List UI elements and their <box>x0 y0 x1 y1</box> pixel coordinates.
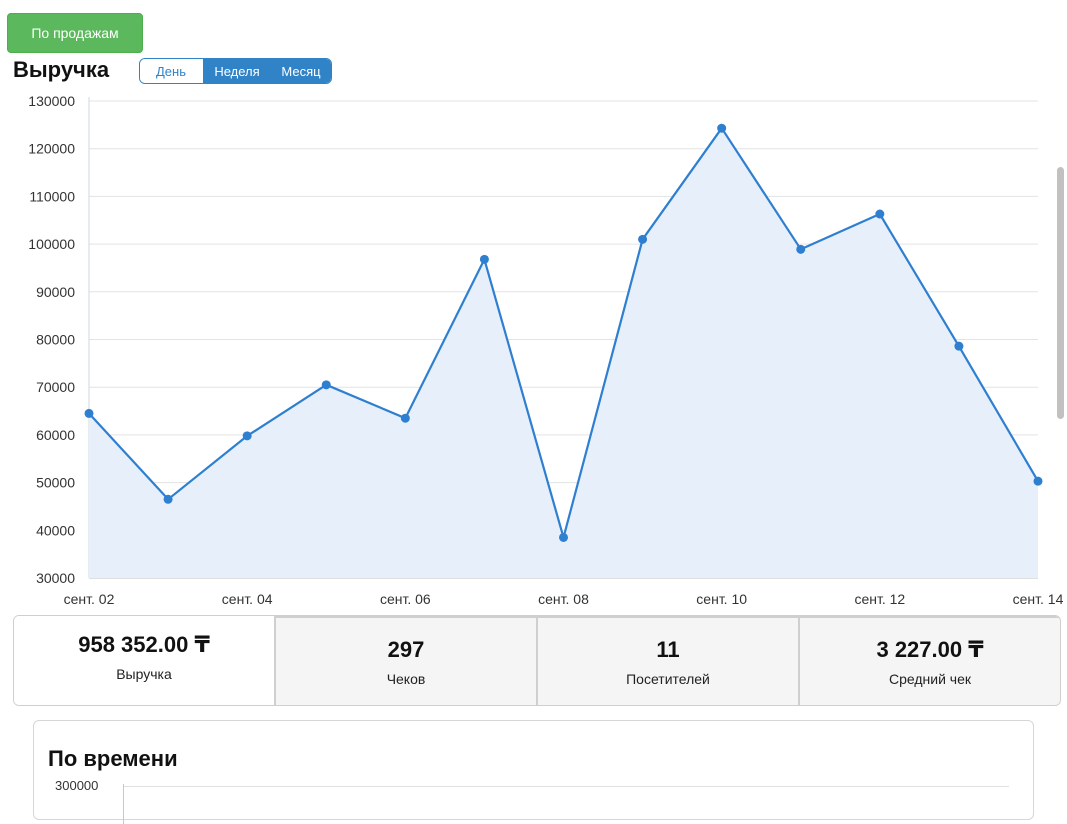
data-point <box>954 341 964 351</box>
y-tick-label: 80000 <box>36 332 75 348</box>
y-tick-label: 120000 <box>28 141 75 157</box>
stat-average-check-value: 3 227.00 ₸ <box>876 636 984 662</box>
y-tick-label: 30000 <box>36 570 75 586</box>
stat-revenue[interactable]: 958 352.00 ₸ Выручка <box>14 616 274 705</box>
y-tick-label: 110000 <box>29 188 75 204</box>
period-month-button[interactable]: Месяц <box>271 59 331 83</box>
data-point <box>559 532 568 542</box>
stat-checks-label: Чеков <box>386 670 426 687</box>
data-point <box>717 123 727 133</box>
x-tick-label: сент. 06 <box>380 591 431 607</box>
y-tick-label: 70000 <box>36 379 75 395</box>
data-point <box>84 408 94 418</box>
data-point <box>1033 476 1043 486</box>
x-tick-label: сент. 10 <box>696 591 747 607</box>
y-tick-label: 100000 <box>28 236 75 252</box>
period-day-button[interactable]: День <box>140 59 202 83</box>
x-tick-label: сент. 04 <box>222 591 273 607</box>
time-panel: По времени 300000 <box>33 720 1034 824</box>
sales-tab-button[interactable]: По продажам <box>7 13 143 53</box>
y-tick-label: 130000 <box>28 93 75 109</box>
data-point <box>796 244 806 254</box>
revenue-chart: 30000 40000 50000 60000 70000 80000 90000 10000… <box>28 93 1064 607</box>
stat-revenue-value: 958 352.00 ₸ <box>78 631 210 657</box>
series-area <box>89 128 1038 578</box>
stat-average-check[interactable]: 3 227.00 ₸ Средний чек <box>798 616 1060 705</box>
y-tick-label: 60000 <box>36 427 75 443</box>
summary-stats: 958 352.00 ₸ Выручка 297 Чеков 11 Посети… <box>13 615 1061 706</box>
stat-average-check-label: Средний чек <box>888 670 971 687</box>
x-tick-label: сент. 02 <box>64 591 115 607</box>
data-point <box>875 209 885 219</box>
stat-checks-value: 297 <box>387 636 425 662</box>
stat-revenue-label: Выручка <box>116 665 172 682</box>
y-tick-label: 50000 <box>36 475 75 491</box>
time-panel-title: По времени <box>48 746 178 771</box>
y-tick-label: 40000 <box>36 522 75 538</box>
x-tick-label: сент. 14 <box>1013 591 1064 607</box>
stat-visitors-label: Посетителей <box>626 670 710 687</box>
data-point <box>163 494 173 504</box>
data-point <box>638 234 648 244</box>
time-chart-y-tick: 300000 <box>55 778 99 793</box>
data-point <box>242 431 252 441</box>
data-point <box>321 380 331 390</box>
scrollbar-thumb[interactable] <box>1057 167 1064 419</box>
time-chart-y-axis <box>123 784 124 824</box>
data-point <box>400 413 410 423</box>
time-chart-gridline <box>124 786 1009 787</box>
period-selector: День Неделя Месяц <box>139 58 332 84</box>
x-tick-label: сент. 12 <box>854 591 905 607</box>
y-tick-label: 90000 <box>36 284 75 300</box>
revenue-title: Выручка <box>13 57 110 82</box>
data-point <box>479 254 489 264</box>
stat-checks[interactable]: 297 Чеков <box>274 616 536 705</box>
stat-visitors[interactable]: 11 Посетителей <box>536 616 798 705</box>
x-tick-label: сент. 08 <box>538 591 589 607</box>
stat-visitors-value: 11 <box>656 636 680 662</box>
period-week-button[interactable]: Неделя <box>202 59 271 83</box>
